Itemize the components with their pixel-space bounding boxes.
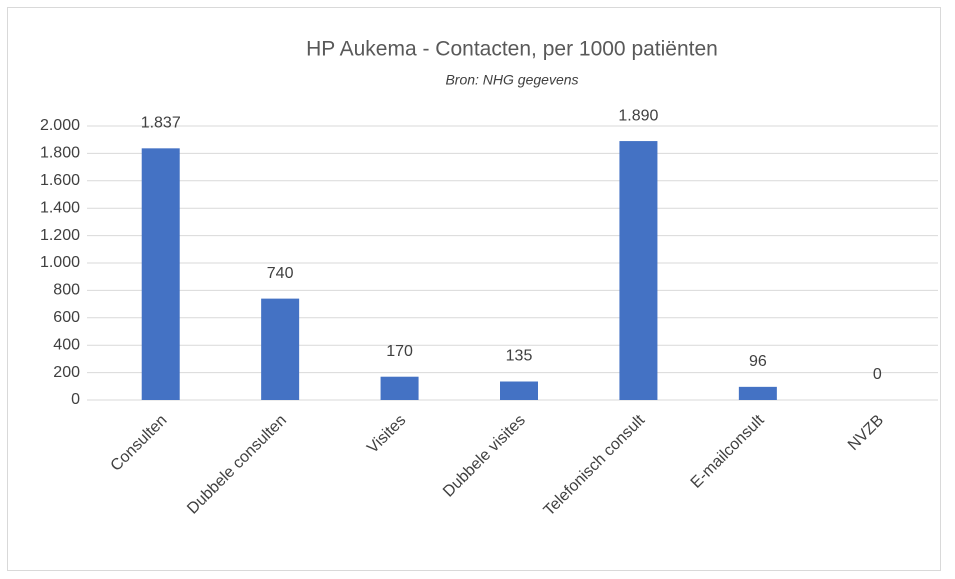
bar [141,148,180,400]
y-tick-label: 0 [71,391,80,408]
data-label: 1.890 [618,107,658,124]
y-tick-label: 1.800 [40,145,80,162]
bar [500,381,538,400]
y-tick-label: 1.000 [40,254,80,271]
bar [738,386,777,400]
y-tick-label: 2.000 [40,117,80,134]
data-label: 170 [386,343,413,360]
y-tick-label: 600 [53,309,80,326]
data-label: 740 [267,265,294,282]
y-tick-label: 1.200 [40,227,80,244]
y-tick-label: 400 [53,336,80,353]
chart-title: HP Aukema - Contacten, per 1000 patiënte… [306,38,718,61]
bar [380,376,419,400]
chart-subtitle: Bron: NHG gegevens [445,72,578,88]
y-tick-label: 1.400 [40,199,80,216]
data-label: 96 [749,353,767,370]
data-label: 1.837 [141,115,181,132]
y-tick-label: 200 [53,364,80,381]
bar [619,141,658,400]
y-tick-label: 1.600 [40,172,80,189]
data-label: 0 [873,366,882,383]
bar [261,298,300,400]
data-label: 135 [506,348,533,365]
y-tick-label: 800 [53,282,80,299]
